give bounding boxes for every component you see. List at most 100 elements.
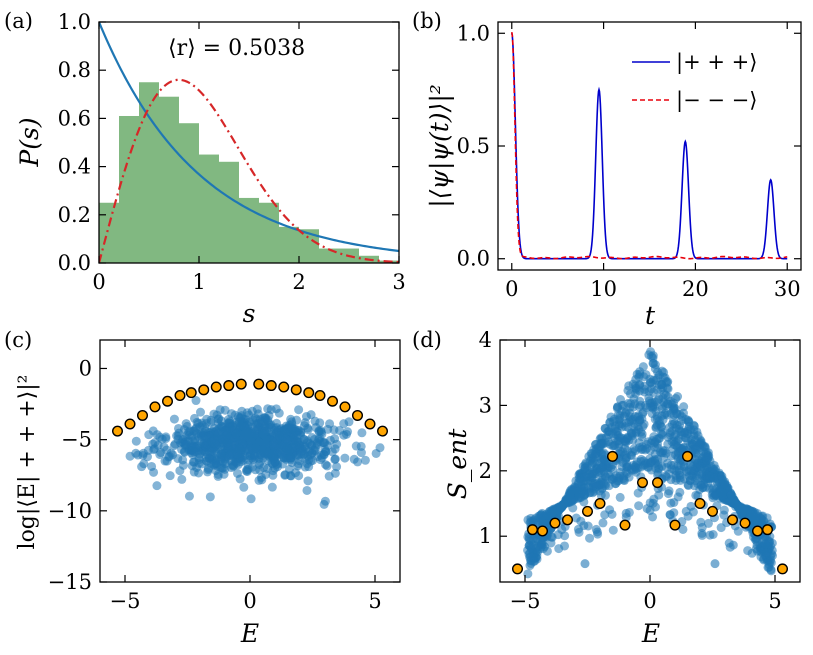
scatter-point bbox=[710, 559, 720, 569]
scatter-point bbox=[678, 524, 688, 534]
scatter-point bbox=[680, 474, 690, 484]
scatter-point bbox=[191, 396, 201, 406]
scatter-point bbox=[259, 463, 269, 473]
highlight-point bbox=[111, 425, 123, 437]
panel-a-annotation: ⟨r⟩ = 0.5038 bbox=[168, 36, 305, 61]
scatter-point bbox=[220, 405, 230, 415]
highlight-point bbox=[762, 524, 774, 536]
scatter-point bbox=[638, 444, 648, 454]
scatter-point bbox=[604, 430, 614, 440]
scatter-point bbox=[762, 548, 772, 558]
scatter-point bbox=[652, 414, 662, 424]
highlight-point bbox=[161, 395, 173, 407]
scatter-point bbox=[669, 497, 679, 507]
scatter-point bbox=[703, 518, 713, 528]
scatter-point bbox=[263, 404, 273, 414]
scatter-point bbox=[644, 387, 654, 397]
panel-d-xtick-label: 0 bbox=[643, 589, 656, 613]
histogram-bar bbox=[199, 154, 219, 263]
scatter-point bbox=[557, 525, 567, 535]
panel-b-ytick-label: 0.5 bbox=[457, 134, 490, 158]
scatter-point bbox=[587, 472, 597, 482]
scatter-point bbox=[643, 437, 653, 447]
panel-a-xlabel: s bbox=[243, 299, 256, 328]
scatter-point bbox=[227, 460, 237, 470]
scatter-point bbox=[263, 448, 273, 458]
scatter-point bbox=[697, 530, 707, 540]
highlight-point bbox=[124, 418, 136, 430]
scatter-point bbox=[291, 468, 301, 478]
scatter-point bbox=[666, 451, 676, 461]
highlight-point bbox=[327, 395, 339, 407]
highlight-point bbox=[777, 563, 789, 575]
scatter-point bbox=[536, 541, 546, 551]
scatter-point bbox=[281, 434, 291, 444]
panel-c: −5 0 5 −15 −10 −5 0 (c) E log|⟨E| + + +⟩|² bbox=[4, 328, 401, 648]
scatter-point bbox=[619, 471, 629, 481]
panel-c-ytick-label: −5 bbox=[61, 428, 92, 452]
scatter-point bbox=[169, 414, 179, 424]
highlight-point bbox=[549, 517, 561, 529]
legend-label-plus: |+ + +⟩ bbox=[676, 50, 757, 75]
panel-b-ylabel: |⟨ψ|ψ(t)⟩|² bbox=[425, 84, 455, 208]
scatter-point bbox=[673, 460, 683, 470]
scatter-point bbox=[587, 458, 597, 468]
panel-a-xtick-label: 0 bbox=[92, 270, 105, 294]
panel-d-ytick-label: 2 bbox=[479, 459, 492, 483]
scatter-point bbox=[609, 414, 619, 424]
scatter-point bbox=[173, 454, 183, 464]
scatter-point bbox=[234, 444, 244, 454]
scatter-point bbox=[157, 434, 167, 444]
scatter-point bbox=[593, 529, 603, 539]
scatter-point bbox=[267, 482, 277, 492]
scatter-point bbox=[654, 490, 664, 500]
scatter-point bbox=[329, 425, 339, 435]
scatter-point bbox=[195, 407, 205, 417]
scatter-point bbox=[691, 490, 701, 500]
scatter-point bbox=[664, 486, 674, 496]
highlight-point bbox=[607, 450, 619, 462]
scatter-point bbox=[224, 415, 234, 425]
scatter-point bbox=[147, 461, 157, 471]
panel-a-ticks: 0 1 2 3 0.0 0.2 0.4 0.6 0.8 1.0 bbox=[58, 10, 406, 294]
histogram-bar bbox=[99, 202, 119, 263]
series-line-minus bbox=[510, 31, 788, 260]
histogram-bar bbox=[159, 96, 179, 263]
scatter-point bbox=[681, 506, 691, 516]
highlight-point bbox=[512, 563, 524, 575]
highlight-point bbox=[619, 519, 631, 531]
scatter-point bbox=[580, 463, 590, 473]
scatter-point bbox=[651, 423, 661, 433]
panel-a-ytick-label: 0.8 bbox=[58, 58, 91, 82]
scatter-point bbox=[315, 418, 325, 428]
scatter-point bbox=[752, 536, 762, 546]
panel-d-xlabel: E bbox=[641, 619, 660, 648]
scatter-point bbox=[688, 507, 698, 517]
scatter-point bbox=[360, 455, 370, 465]
highlight-point bbox=[377, 425, 389, 437]
scatter-point bbox=[548, 507, 558, 517]
scatter-point bbox=[612, 427, 622, 437]
scatter-point bbox=[188, 457, 198, 467]
panel-b-label: (b) bbox=[412, 9, 442, 33]
scatter-point bbox=[691, 445, 701, 455]
scatter-point bbox=[673, 454, 683, 464]
highlight-point bbox=[739, 517, 751, 529]
scatter-point bbox=[180, 440, 190, 450]
scatter-point bbox=[137, 462, 147, 472]
scatter-point bbox=[610, 479, 620, 489]
scatter-point bbox=[661, 390, 671, 400]
panel-a-ytick-label: 0.2 bbox=[58, 203, 91, 227]
scatter-point bbox=[286, 414, 296, 424]
panel-a-xtick-label: 1 bbox=[192, 270, 205, 294]
scatter-point bbox=[316, 427, 326, 437]
scatter-point bbox=[596, 490, 606, 500]
scatter-point bbox=[222, 431, 232, 441]
scatter-point bbox=[574, 527, 584, 537]
panel-a-xtick-label: 3 bbox=[392, 270, 405, 294]
histogram-bar bbox=[139, 82, 159, 263]
scatter-point bbox=[537, 516, 547, 526]
scatter-point bbox=[583, 521, 593, 531]
scatter-point bbox=[269, 441, 279, 451]
scatter-point bbox=[305, 439, 315, 449]
